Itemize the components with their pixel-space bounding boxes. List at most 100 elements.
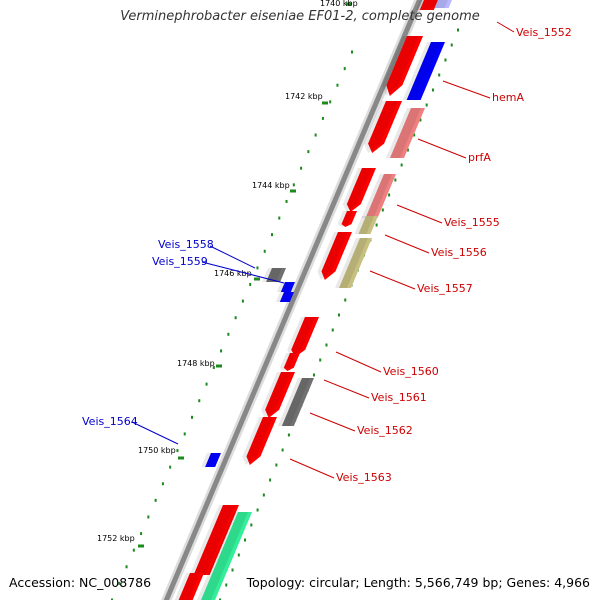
gene-label-text[interactable]: Veis_1563 xyxy=(336,471,392,484)
cds-veis-1563[interactable] xyxy=(242,417,277,465)
gene-label-text[interactable]: Veis_1561 xyxy=(371,391,427,404)
gene-label-veis-1564[interactable]: Veis_1564 xyxy=(82,415,179,445)
cds-veis-1562-shape[interactable] xyxy=(265,372,295,418)
tick-mark xyxy=(178,456,184,460)
gene-label-text[interactable]: Veis_1559 xyxy=(152,255,208,268)
cds-veis-1558-shape[interactable] xyxy=(266,268,286,282)
tick-mark xyxy=(254,277,260,281)
gene-label-hema[interactable]: hemA xyxy=(442,80,524,104)
gene-label-text[interactable]: prfA xyxy=(468,151,491,164)
gene-label-text[interactable]: Veis_1557 xyxy=(417,282,473,295)
cds-veis-1555b[interactable] xyxy=(337,211,357,227)
cds-veis-1552-outer-shape[interactable] xyxy=(434,0,452,8)
cds-veis-1561[interactable] xyxy=(279,353,300,371)
cds-prfa-outer-shape[interactable] xyxy=(390,108,425,158)
guide-dot xyxy=(450,43,453,47)
cds-veis-1566[interactable] xyxy=(174,573,204,600)
leader-line xyxy=(323,379,370,399)
cds-veis-1555-shape[interactable] xyxy=(346,168,376,212)
guide-dot xyxy=(329,100,332,104)
leader-line xyxy=(417,138,467,159)
gene-label-veis-1555[interactable]: Veis_1555 xyxy=(396,204,500,229)
cds-veis-1560[interactable] xyxy=(287,317,319,357)
cds-veis-1565-shape[interactable] xyxy=(193,505,239,575)
genome-backbone xyxy=(163,0,423,600)
cds-veis-1552-outer[interactable] xyxy=(430,0,452,8)
gene-label-veis-1559[interactable]: Veis_1559 xyxy=(152,255,285,284)
gene-label-text[interactable]: hemA xyxy=(492,91,524,104)
guide-dot xyxy=(275,463,278,467)
cds-veis-1559a[interactable] xyxy=(276,282,295,292)
cds-veis-1558[interactable] xyxy=(262,268,286,282)
guide-dot xyxy=(250,523,253,527)
tick-label: 1752 kbp xyxy=(97,534,135,543)
outer-dotted-guide xyxy=(219,28,459,600)
cds-veis-1559b[interactable] xyxy=(275,292,294,302)
guide-dot xyxy=(205,382,208,386)
gene-label-veis-1552[interactable]: Veis_1552 xyxy=(496,21,572,39)
cds-veis-1555b-shape[interactable] xyxy=(341,211,357,227)
gene-label-veis-1558[interactable]: Veis_1558 xyxy=(158,238,256,269)
cds-veis-1564[interactable] xyxy=(201,453,221,467)
leader-line xyxy=(309,412,356,432)
gene-label-veis-1560[interactable]: Veis_1560 xyxy=(335,351,439,378)
tick-mark xyxy=(322,101,328,105)
cds-veis-1555[interactable] xyxy=(342,168,376,212)
cds-veis-1562-outer-shape[interactable] xyxy=(281,378,314,426)
gene-label-text[interactable]: Veis_1558 xyxy=(158,238,214,251)
gene-label-veis-1561[interactable]: Veis_1561 xyxy=(323,379,427,404)
cds-veis-1552[interactable] xyxy=(415,0,438,10)
cds-veis-1552-shape[interactable] xyxy=(419,0,438,10)
guide-dot xyxy=(413,133,416,137)
guide-dot xyxy=(132,548,135,552)
cds-veis-1563-shape[interactable] xyxy=(246,417,277,465)
cds-teal-feature-shadow xyxy=(197,512,248,600)
cds-veis-1562[interactable] xyxy=(261,372,295,418)
gene-label-veis-1556[interactable]: Veis_1556 xyxy=(384,234,487,259)
cds-veis-1562-outer[interactable] xyxy=(277,378,314,426)
cds-veis-1559a-shape[interactable] xyxy=(280,282,295,292)
gene-label-text[interactable]: Veis_1552 xyxy=(516,26,572,39)
gene-label-veis-1557[interactable]: Veis_1557 xyxy=(369,270,473,295)
gene-label-text[interactable]: Veis_1555 xyxy=(444,216,500,229)
cds-hema-shape[interactable] xyxy=(386,36,423,96)
cds-hema[interactable] xyxy=(382,36,423,96)
gene-label-text[interactable]: Veis_1556 xyxy=(431,246,487,259)
guide-dot xyxy=(234,316,237,320)
gene-label-text[interactable]: Veis_1562 xyxy=(357,424,413,437)
cds-prfa-outer[interactable] xyxy=(386,108,425,158)
gene-label-prfa[interactable]: prfA xyxy=(417,138,491,164)
cds-hema-outer-shape[interactable] xyxy=(406,42,445,100)
cds-veis-1565[interactable] xyxy=(189,505,239,575)
cds-hema-outer[interactable] xyxy=(402,42,445,100)
guide-dot xyxy=(118,581,121,585)
gene-label-text[interactable]: Veis_1560 xyxy=(383,365,439,378)
cds-veis-1555-outer-shape[interactable] xyxy=(365,174,396,218)
guide-dot xyxy=(176,449,179,453)
cds-veis-1557[interactable] xyxy=(317,232,352,280)
cds-teal-feature-shape[interactable] xyxy=(201,512,252,600)
cds-veis-1557-outer-shape[interactable] xyxy=(339,238,372,288)
guide-dot xyxy=(287,433,290,437)
cds-veis-1557-outer[interactable] xyxy=(335,238,372,288)
gene-label-veis-1562[interactable]: Veis_1562 xyxy=(309,412,413,437)
cds-veis-1561-shape[interactable] xyxy=(283,353,300,371)
cds-veis-1555-outer[interactable] xyxy=(361,174,396,218)
cds-veis-1564-shape[interactable] xyxy=(205,453,221,467)
cds-prfa-shape[interactable] xyxy=(368,101,402,153)
accession-text: Accession: NC_008786 xyxy=(9,575,152,590)
cds-prfa[interactable] xyxy=(364,101,402,153)
guide-dot xyxy=(307,150,310,154)
cds-veis-1559b-shape[interactable] xyxy=(279,292,294,302)
cds-veis-1566-shape[interactable] xyxy=(178,573,204,600)
cds-veis-1560-shape[interactable] xyxy=(291,317,319,357)
cds-veis-1556[interactable] xyxy=(354,216,378,234)
cds-teal-feature[interactable] xyxy=(197,512,252,600)
tick-label: 1746 kbp xyxy=(214,269,252,278)
guide-dot xyxy=(381,208,384,212)
cds-veis-1557-shape[interactable] xyxy=(321,232,352,280)
cds-veis-1556-shape[interactable] xyxy=(358,216,378,234)
gene-label-text[interactable]: Veis_1564 xyxy=(82,415,138,428)
gene-label-veis-1563[interactable]: Veis_1563 xyxy=(289,458,392,484)
